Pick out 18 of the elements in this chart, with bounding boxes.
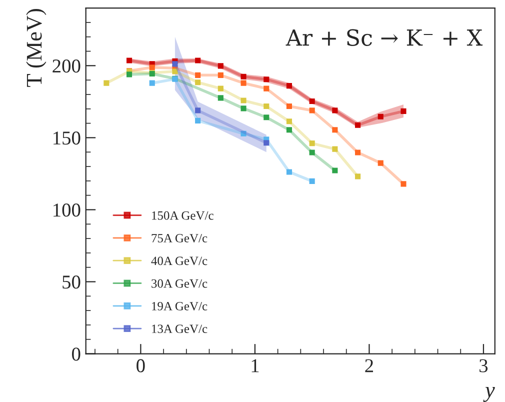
x-tick-label: 1 <box>252 359 259 372</box>
y-tick-label: 50 <box>62 276 80 289</box>
legend-label: 150A GeV/c <box>152 211 214 220</box>
legend-label: 13A GeV/c <box>152 324 208 334</box>
y-axis-title: T (MeV) <box>26 9 46 87</box>
x-tick-label: 2 <box>365 359 374 372</box>
legend-label: 75A GeV/c <box>152 234 208 242</box>
legend-label: 19A GeV/c <box>152 302 208 310</box>
y-tick-label: 150 <box>54 132 80 145</box>
x-tick-label: 3 <box>480 359 488 372</box>
legend-label: 30A GeV/c <box>152 279 208 288</box>
x-axis-title: y <box>483 386 495 402</box>
x-tick-label: 0 <box>136 359 145 372</box>
legend-label: 40A GeV/c <box>151 256 208 266</box>
y-tick-label: 200 <box>52 59 80 73</box>
y-tick-label: 0 <box>72 348 80 361</box>
y-tick-label: 100 <box>54 204 80 217</box>
annotation: Ar + Sc → K⁻ + X <box>286 29 483 46</box>
